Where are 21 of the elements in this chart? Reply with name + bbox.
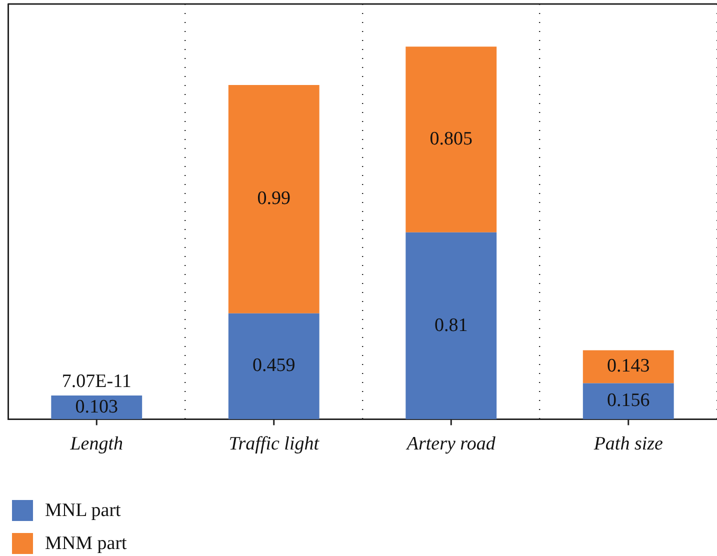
bar [406,232,497,420]
data-label: 0.99 [257,188,290,210]
data-label: 0.805 [430,128,472,150]
bar [582,383,674,420]
data-label: 0.81 [434,314,468,336]
x-tick-label: Artery road [404,434,496,455]
bar [51,395,142,420]
data-label: 0.459 [252,355,296,376]
bar [582,350,674,384]
data-label: 0.143 [607,356,650,377]
x-tick-label: Length [69,434,124,455]
x-tick-label: Path size [592,434,663,455]
bar [228,84,320,314]
bar [228,313,320,420]
bar [406,46,497,232]
data-label: 7.07E-11 [62,370,132,392]
data-label: 0.103 [75,396,118,418]
legend-label: MNM part [45,532,127,554]
data-label: 0.156 [607,390,650,412]
legend-label: MNL part [45,500,121,522]
x-tick-label: Traffic light [228,434,320,455]
